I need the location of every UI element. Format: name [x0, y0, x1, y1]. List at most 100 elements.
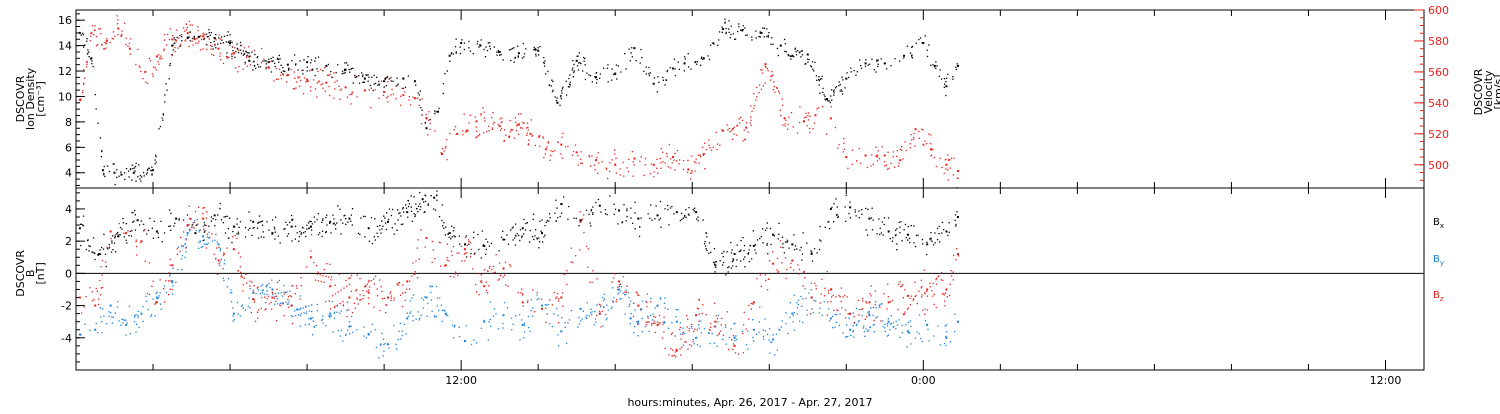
scatter-dot — [188, 31, 190, 33]
data-point — [463, 243, 466, 246]
scatter-dot — [722, 261, 725, 264]
scatter-dot — [92, 237, 95, 239]
scatter-dot — [812, 68, 814, 70]
scatter-dot — [310, 59, 313, 61]
scatter-dot — [628, 305, 630, 307]
scatter-dot — [249, 285, 251, 287]
scatter-dot — [810, 250, 812, 252]
scatter-dot — [891, 240, 894, 242]
scatter-dot — [247, 229, 250, 231]
scatter-dot — [114, 237, 116, 239]
scatter-dot — [432, 249, 434, 251]
scatter-dot — [929, 286, 931, 288]
scatter-dot — [635, 60, 637, 62]
scatter-dot — [295, 87, 297, 89]
scatter-dot — [118, 320, 120, 322]
scatter-dot — [104, 42, 106, 44]
scatter-dot — [129, 168, 131, 171]
scatter-dot — [909, 320, 911, 322]
scatter-dot — [444, 310, 446, 312]
scatter-dot — [94, 258, 96, 261]
axis-label-line: [cm⁻³] — [34, 81, 47, 117]
scatter-dot — [265, 66, 267, 69]
y-tick-label: 4 — [65, 203, 72, 216]
data-point — [232, 312, 235, 315]
scatter-dot — [736, 124, 739, 126]
scatter-dot — [860, 67, 863, 70]
scatter-dot — [133, 167, 136, 169]
scatter-dot — [911, 55, 913, 57]
scatter-dot — [85, 296, 87, 298]
scatter-dot — [309, 220, 311, 222]
scatter-dot — [410, 311, 412, 313]
scatter-dot — [375, 346, 377, 348]
scatter-dot — [529, 229, 531, 232]
scatter-dot — [956, 248, 958, 250]
scatter-dot — [577, 326, 579, 328]
scatter-dot — [557, 314, 559, 317]
scatter-dot — [397, 83, 399, 85]
scatter-dot — [322, 218, 324, 220]
scatter-dot — [416, 247, 418, 249]
scatter-dot — [318, 80, 320, 82]
scatter-dot — [402, 207, 404, 209]
scatter-dot — [257, 317, 259, 319]
scatter-dot — [116, 233, 118, 235]
scatter-dot — [625, 220, 627, 222]
scatter-dot — [468, 243, 470, 245]
scatter-dot — [835, 86, 838, 88]
scatter-dot — [342, 301, 344, 303]
scatter-dot — [462, 130, 464, 132]
scatter-dot — [943, 300, 946, 302]
scatter-dot — [925, 143, 928, 145]
scatter-dot — [260, 236, 262, 238]
scatter-dot — [909, 52, 912, 54]
scatter-dot — [222, 277, 224, 279]
scatter-dot — [189, 230, 191, 232]
scatter-dot — [173, 42, 176, 44]
scatter-dot — [694, 207, 696, 209]
scatter-dot — [293, 71, 295, 73]
scatter-dot — [911, 45, 914, 48]
scatter-dot — [774, 354, 776, 356]
scatter-dot — [779, 329, 781, 331]
scatter-dot — [165, 280, 167, 282]
data-point — [883, 62, 886, 65]
scatter-dot — [297, 314, 300, 316]
scatter-dot — [225, 55, 227, 58]
scatter-dot — [331, 295, 334, 297]
scatter-dot — [245, 51, 247, 53]
scatter-dot — [129, 53, 131, 55]
scatter-dot — [515, 130, 518, 132]
scatter-dot — [215, 39, 217, 41]
scatter-dot — [557, 217, 559, 219]
scatter-dot — [278, 61, 280, 63]
scatter-dot — [305, 266, 308, 268]
scatter-dot — [707, 332, 710, 334]
scatter-dot — [861, 213, 863, 215]
scatter-dot — [534, 235, 536, 237]
scatter-dot — [914, 145, 916, 147]
scatter-dot — [582, 310, 584, 312]
data-point — [175, 217, 178, 220]
scatter-dot — [567, 322, 569, 324]
scatter-dot — [696, 329, 698, 331]
scatter-dot — [535, 53, 537, 55]
scatter-dot — [260, 62, 263, 64]
scatter-dot — [239, 315, 241, 317]
scatter-dot — [693, 343, 695, 345]
scatter-dot — [169, 63, 171, 65]
scatter-dot — [370, 87, 372, 89]
scatter-dot — [133, 321, 136, 323]
scatter-dot — [330, 70, 332, 73]
scatter-dot — [561, 157, 563, 159]
scatter-dot — [675, 316, 677, 318]
scatter-dot — [405, 288, 408, 290]
scatter-dot — [162, 119, 164, 121]
scatter-dot — [342, 304, 344, 306]
scatter-dot — [591, 281, 593, 283]
scatter-dot — [800, 295, 802, 298]
data-point — [791, 243, 794, 246]
scatter-dot — [827, 292, 830, 294]
scatter-dot — [438, 216, 441, 218]
